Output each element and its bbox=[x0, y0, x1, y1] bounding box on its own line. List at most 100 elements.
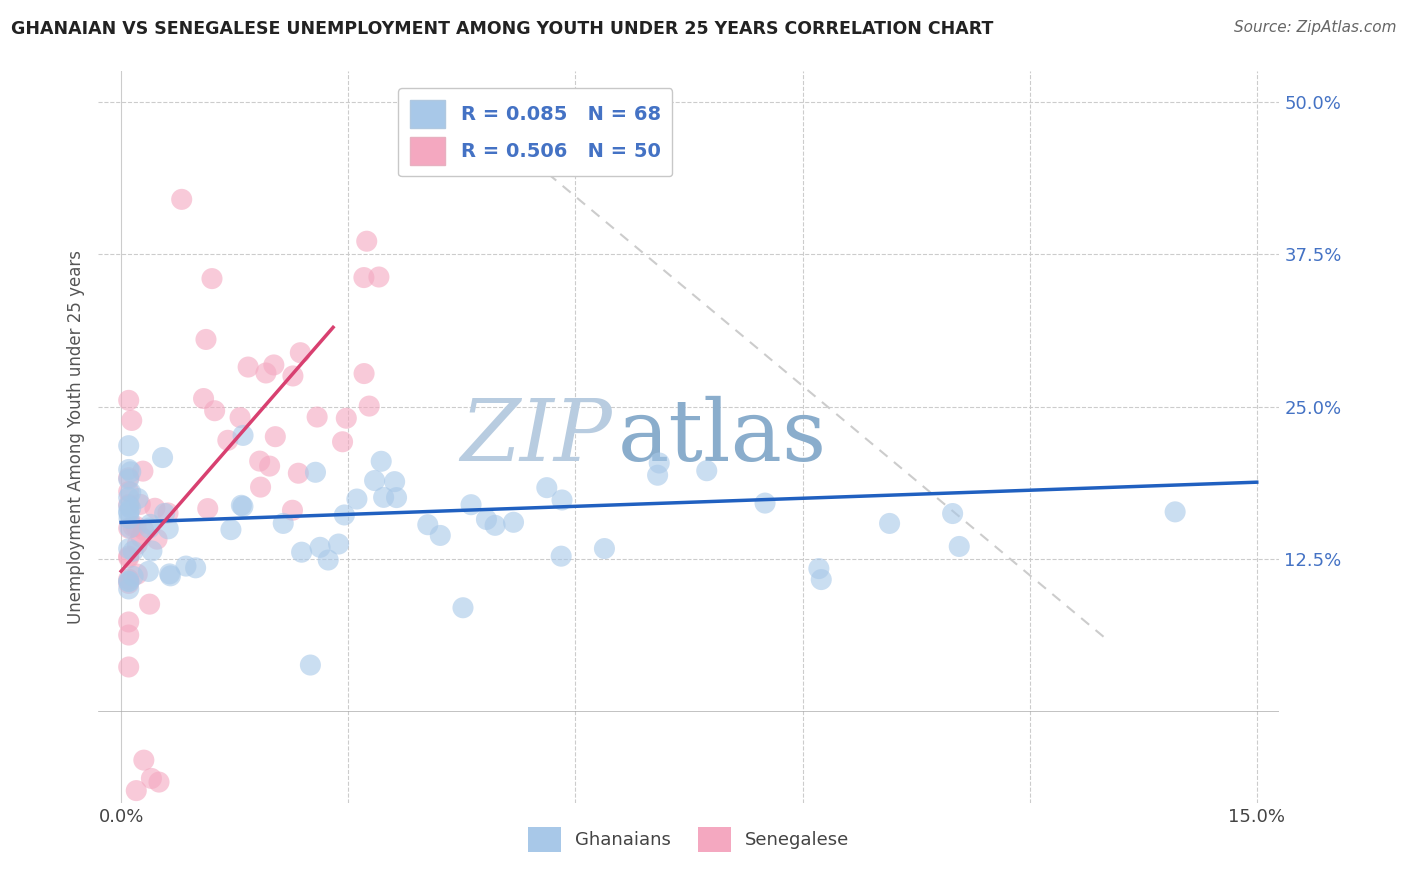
Point bbox=[217, 434, 239, 448]
Point bbox=[120, 501, 142, 516]
Point bbox=[416, 517, 439, 532]
Point bbox=[647, 468, 669, 483]
Point bbox=[118, 472, 141, 486]
Point bbox=[118, 471, 141, 485]
Point bbox=[125, 783, 148, 797]
Point bbox=[263, 358, 285, 372]
Point bbox=[120, 485, 142, 500]
Point bbox=[125, 519, 148, 533]
Point bbox=[118, 572, 141, 586]
Point bbox=[942, 507, 965, 521]
Point bbox=[152, 450, 174, 465]
Point bbox=[1164, 505, 1187, 519]
Point bbox=[353, 270, 375, 285]
Point bbox=[170, 192, 193, 206]
Point bbox=[118, 582, 141, 596]
Point bbox=[290, 345, 312, 359]
Point bbox=[232, 500, 254, 514]
Point bbox=[696, 464, 718, 478]
Point bbox=[451, 600, 474, 615]
Point bbox=[120, 465, 142, 479]
Point bbox=[384, 475, 406, 489]
Point bbox=[281, 368, 304, 383]
Point bbox=[132, 464, 155, 478]
Point bbox=[475, 512, 498, 526]
Text: GHANAIAN VS SENEGALESE UNEMPLOYMENT AMONG YOUTH UNDER 25 YEARS CORRELATION CHART: GHANAIAN VS SENEGALESE UNEMPLOYMENT AMON… bbox=[11, 20, 994, 37]
Point bbox=[159, 566, 181, 581]
Point bbox=[810, 573, 832, 587]
Point bbox=[484, 518, 506, 533]
Point bbox=[353, 367, 375, 381]
Text: atlas: atlas bbox=[619, 395, 827, 479]
Point bbox=[184, 561, 207, 575]
Point bbox=[346, 491, 368, 506]
Point bbox=[201, 271, 224, 285]
Point bbox=[648, 456, 671, 470]
Point bbox=[236, 359, 259, 374]
Point bbox=[281, 503, 304, 517]
Point bbox=[118, 506, 141, 520]
Point bbox=[141, 544, 163, 558]
Point bbox=[132, 753, 155, 767]
Point bbox=[502, 516, 524, 530]
Point bbox=[129, 497, 152, 511]
Point bbox=[118, 484, 141, 499]
Point bbox=[309, 541, 332, 555]
Point bbox=[299, 658, 322, 673]
Point bbox=[118, 521, 141, 535]
Point bbox=[118, 549, 141, 563]
Point bbox=[363, 474, 385, 488]
Text: ZIP: ZIP bbox=[460, 396, 612, 478]
Point bbox=[593, 541, 616, 556]
Point bbox=[550, 549, 572, 564]
Point bbox=[948, 540, 970, 554]
Point bbox=[118, 491, 141, 505]
Point bbox=[807, 561, 830, 575]
Point bbox=[373, 491, 395, 505]
Point bbox=[271, 516, 294, 531]
Point bbox=[304, 465, 326, 479]
Point bbox=[122, 544, 145, 558]
Point bbox=[118, 576, 141, 591]
Point bbox=[118, 504, 141, 518]
Point bbox=[148, 775, 170, 789]
Point bbox=[333, 508, 356, 522]
Point bbox=[153, 507, 176, 521]
Point bbox=[138, 597, 160, 611]
Point bbox=[232, 428, 254, 442]
Point bbox=[127, 491, 149, 506]
Point bbox=[356, 234, 378, 248]
Point bbox=[121, 413, 143, 427]
Point bbox=[460, 498, 482, 512]
Point bbox=[429, 528, 451, 542]
Point bbox=[879, 516, 901, 531]
Point bbox=[118, 574, 141, 589]
Point bbox=[385, 491, 408, 505]
Point bbox=[139, 517, 162, 532]
Point bbox=[118, 521, 141, 535]
Legend: Ghanaians, Senegalese: Ghanaians, Senegalese bbox=[522, 820, 856, 860]
Point bbox=[197, 501, 219, 516]
Point bbox=[174, 559, 197, 574]
Point bbox=[129, 530, 152, 544]
Point bbox=[132, 523, 155, 537]
Point bbox=[231, 498, 253, 512]
Point bbox=[118, 615, 141, 629]
Point bbox=[127, 567, 149, 582]
Point bbox=[156, 506, 179, 520]
Point bbox=[264, 430, 287, 444]
Point bbox=[118, 499, 141, 513]
Point bbox=[328, 537, 350, 551]
Point bbox=[291, 545, 314, 559]
Point bbox=[259, 459, 281, 474]
Point bbox=[138, 521, 160, 535]
Point bbox=[249, 454, 271, 468]
Point bbox=[219, 523, 242, 537]
Point bbox=[359, 399, 381, 413]
Point bbox=[118, 511, 141, 525]
Point bbox=[367, 270, 389, 285]
Point bbox=[118, 462, 141, 476]
Point bbox=[146, 532, 169, 546]
Point bbox=[157, 522, 180, 536]
Point bbox=[138, 565, 160, 579]
